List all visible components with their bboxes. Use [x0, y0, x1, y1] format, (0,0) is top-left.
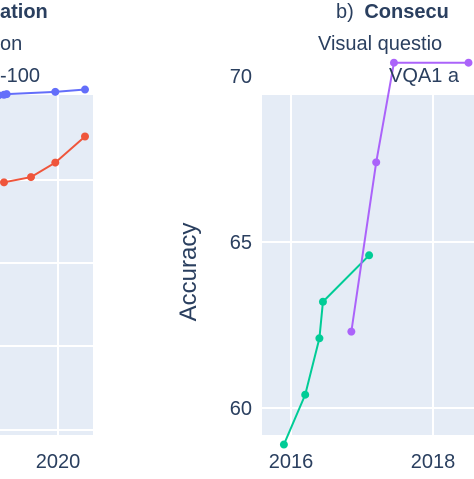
- data-point: [318, 297, 327, 306]
- data-point: [372, 158, 381, 167]
- right-title-bold: Consecu: [364, 1, 448, 23]
- data-point: [279, 440, 288, 449]
- series-line: [3, 135, 86, 184]
- series-line: [350, 61, 469, 332]
- data-point: [27, 173, 35, 182]
- left-subtitle-line-2: -100: [0, 65, 40, 87]
- grid-layer: [0, 95, 474, 435]
- data-point: [51, 158, 60, 167]
- data-point: [389, 58, 398, 67]
- tick-layer: 20202016201860657075: [36, 66, 456, 473]
- data-point: [81, 132, 89, 141]
- data-point: [301, 390, 310, 399]
- data-point: [0, 178, 8, 187]
- data-point: [365, 251, 374, 260]
- x-tick-label: 2018: [411, 451, 456, 473]
- data-point: [347, 327, 356, 336]
- y-tick-label: 70: [230, 66, 252, 88]
- data-point: [315, 334, 324, 343]
- data-point: [464, 58, 473, 67]
- left-title: ation: [0, 1, 48, 23]
- right-y-axis-title: Accuracy: [175, 223, 202, 322]
- right-plot-area: [262, 95, 474, 435]
- data-point: [2, 90, 11, 99]
- x-tick-label: 2016: [269, 451, 314, 473]
- left-subtitle-line-1: on: [0, 33, 22, 55]
- left-plot-area: [0, 95, 93, 435]
- y-tick-label: 65: [230, 232, 252, 254]
- x-tick-label: 2020: [36, 451, 81, 473]
- right-subtitle-line-1: Visual questio: [318, 33, 442, 55]
- data-point: [81, 85, 89, 94]
- series-layer: [0, 58, 473, 449]
- right-title: b) Consecu: [336, 1, 449, 23]
- right-title-prefix: b): [336, 1, 354, 23]
- data-point: [51, 87, 60, 96]
- right-subtitle-line-2: VQA1 a: [389, 65, 460, 87]
- y-tick-label: 60: [230, 398, 252, 420]
